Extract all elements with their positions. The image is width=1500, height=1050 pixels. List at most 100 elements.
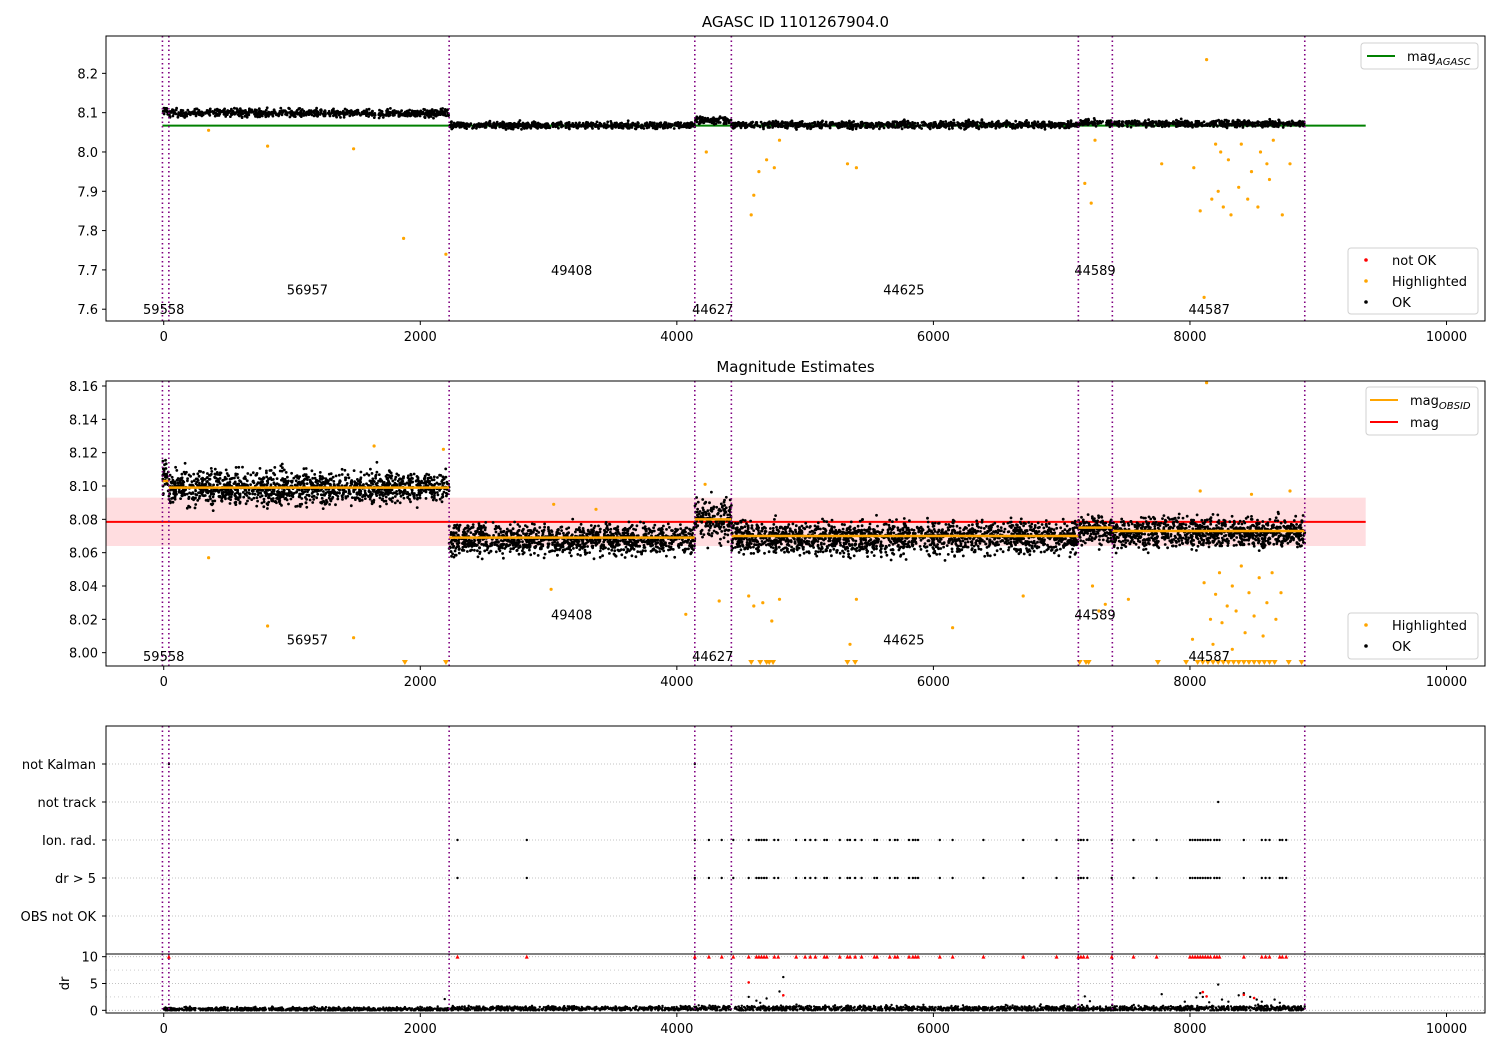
ok-point	[586, 125, 589, 129]
ok-point	[879, 122, 882, 125]
ok-point	[224, 468, 228, 472]
ok-point	[218, 482, 222, 485]
ok-point	[358, 113, 362, 116]
ok-point	[188, 491, 192, 495]
ok-point	[854, 127, 858, 131]
ok-point	[428, 110, 431, 114]
ok-point	[1101, 120, 1104, 123]
ok-point	[450, 554, 453, 558]
ok-point	[1014, 123, 1018, 127]
ok-point	[784, 122, 788, 126]
ok-point	[284, 471, 288, 474]
ok-point	[370, 110, 374, 114]
ok-point	[601, 547, 605, 551]
ok-point	[370, 472, 374, 475]
ok-point	[597, 124, 601, 128]
ok-point	[1027, 125, 1031, 128]
ok-point	[325, 500, 329, 504]
ok-point	[206, 480, 209, 483]
ok-point	[458, 121, 462, 125]
ok-point	[345, 484, 348, 487]
ok-point	[429, 489, 433, 493]
ok-point	[318, 479, 321, 483]
ok-point	[609, 125, 613, 128]
ok-point	[500, 124, 503, 128]
ok-point	[807, 124, 811, 128]
ok-point	[350, 496, 354, 499]
ok-point	[206, 472, 209, 475]
ok-point	[557, 126, 560, 130]
ok-point	[909, 124, 912, 128]
ok-point	[169, 501, 172, 505]
ok-point	[583, 548, 587, 552]
ok-point	[509, 122, 512, 125]
ok-point	[1137, 120, 1141, 123]
ok-point	[398, 114, 401, 118]
ok-point	[255, 473, 258, 477]
ok-point	[307, 475, 310, 479]
ok-point	[325, 479, 329, 482]
ok-point	[443, 113, 446, 117]
ok-point	[193, 112, 197, 116]
ok-point	[1216, 124, 1219, 128]
ok-point	[327, 472, 331, 476]
ok-point	[179, 114, 183, 117]
ok-point	[347, 111, 351, 114]
ok-point	[424, 490, 428, 494]
highlighted-point	[1258, 150, 1263, 154]
ok-point	[660, 124, 663, 127]
ok-point	[595, 124, 599, 128]
ok-point	[494, 126, 498, 130]
ok-point	[380, 498, 384, 502]
ok-point	[1024, 121, 1028, 124]
ok-point	[397, 473, 400, 477]
highlighted-point	[444, 252, 448, 256]
ok-point	[433, 113, 437, 117]
ok-point	[201, 113, 205, 117]
ok-point	[398, 483, 401, 487]
ok-point	[450, 127, 454, 131]
ok-point	[950, 124, 954, 128]
ok-point	[197, 496, 201, 500]
ok-point	[379, 491, 383, 494]
ok-point	[964, 127, 968, 130]
ok-point	[290, 492, 293, 495]
highlighted-point	[752, 193, 756, 197]
ok-point	[247, 496, 251, 499]
ok-point	[384, 495, 388, 499]
ok-point	[281, 483, 285, 487]
ok-point	[215, 471, 219, 474]
ok-point	[387, 469, 391, 472]
ok-point	[331, 495, 335, 499]
ok-point	[324, 482, 327, 486]
ok-point	[674, 527, 677, 531]
ok-point	[578, 548, 582, 551]
x-tick-label: 4000	[660, 330, 693, 345]
highlighted-point	[854, 166, 859, 170]
ok-point	[641, 526, 645, 530]
ok-point	[427, 473, 431, 477]
ok-point	[293, 115, 297, 118]
ok-point	[300, 492, 304, 496]
ok-point	[449, 124, 453, 128]
ok-point	[389, 471, 393, 475]
ok-point	[980, 118, 984, 122]
ok-point	[272, 492, 276, 495]
ok-point	[774, 119, 778, 123]
ok-point	[265, 475, 269, 479]
ok-point	[304, 496, 307, 499]
ok-point	[1148, 123, 1151, 127]
ok-point	[1008, 125, 1012, 128]
ok-point	[977, 125, 980, 129]
ok-point	[725, 117, 729, 121]
ok-point	[417, 479, 421, 483]
ok-point	[312, 498, 316, 501]
ok-point	[180, 109, 184, 113]
ok-point	[654, 545, 658, 548]
ok-point	[599, 527, 602, 531]
ok-point	[219, 488, 222, 492]
ok-point	[409, 500, 412, 504]
ok-point	[328, 490, 332, 494]
ok-point	[282, 480, 286, 483]
ok-point	[214, 476, 218, 480]
